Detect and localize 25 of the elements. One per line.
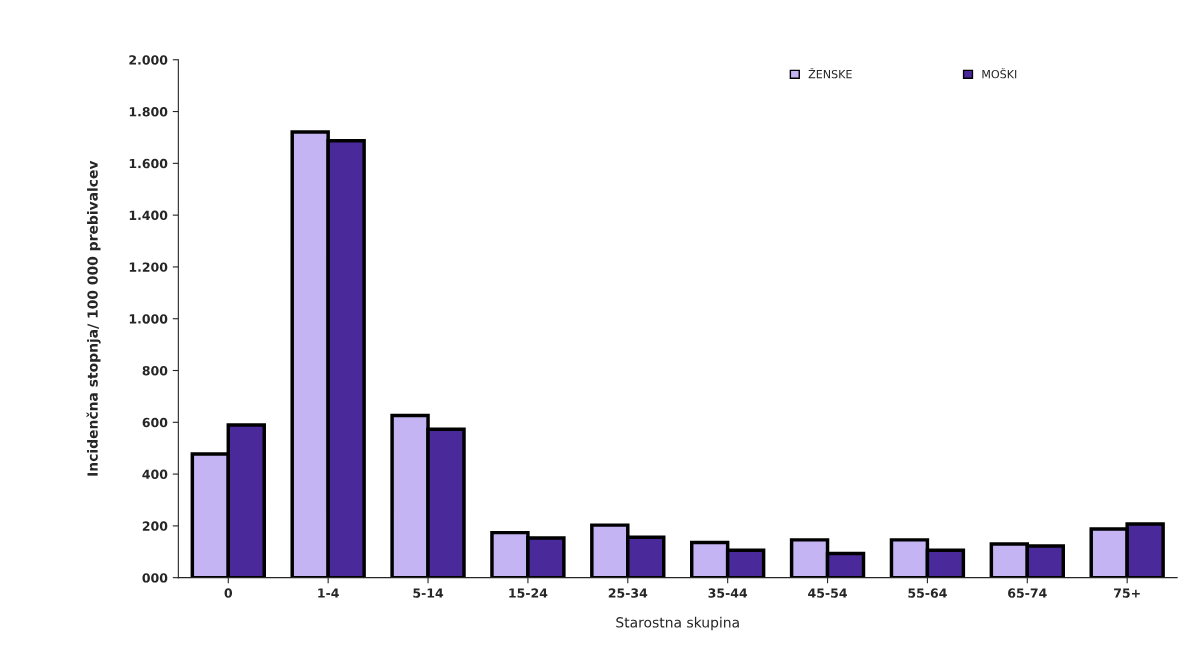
y-tick-label: 1.800 — [129, 107, 168, 117]
y-tick-label: 1.000 — [129, 314, 168, 324]
x-tick-label: 55-64 — [908, 588, 947, 598]
y-tick-label: 1.600 — [129, 158, 168, 169]
y-tick-label: 600 — [142, 417, 168, 428]
x-tick-label: 45-54 — [808, 588, 847, 598]
legend-label: MOŠKI — [982, 67, 1017, 79]
y-tick-label: 400 — [142, 469, 168, 480]
y-tick-label: 1.400 — [129, 210, 168, 221]
y-tick-label: 000 — [142, 573, 168, 583]
x-tick-label: 75+ — [1114, 588, 1140, 598]
x-tick-label: 25-34 — [608, 588, 648, 598]
y-axis-title: Incidenčna stopnja/ 100 000 prebivalcev — [86, 160, 101, 476]
y-tick-label: 200 — [142, 521, 168, 531]
x-tick-label: 35-44 — [708, 588, 748, 598]
x-tick-label: 0 — [224, 588, 233, 598]
y-tick-label: 1.200 — [129, 262, 168, 272]
x-tick-label: 1-4 — [318, 588, 339, 598]
x-axis-title: Starostna skupina — [616, 616, 739, 631]
y-tick-label: 2.000 — [129, 55, 168, 65]
legend-label: ŽENSKE — [808, 67, 852, 79]
x-tick-label: 15-24 — [509, 588, 548, 598]
y-tick-label: 800 — [142, 365, 168, 376]
x-tick-label: 5-14 — [413, 588, 444, 598]
x-tick-label: 65-74 — [1008, 588, 1047, 598]
